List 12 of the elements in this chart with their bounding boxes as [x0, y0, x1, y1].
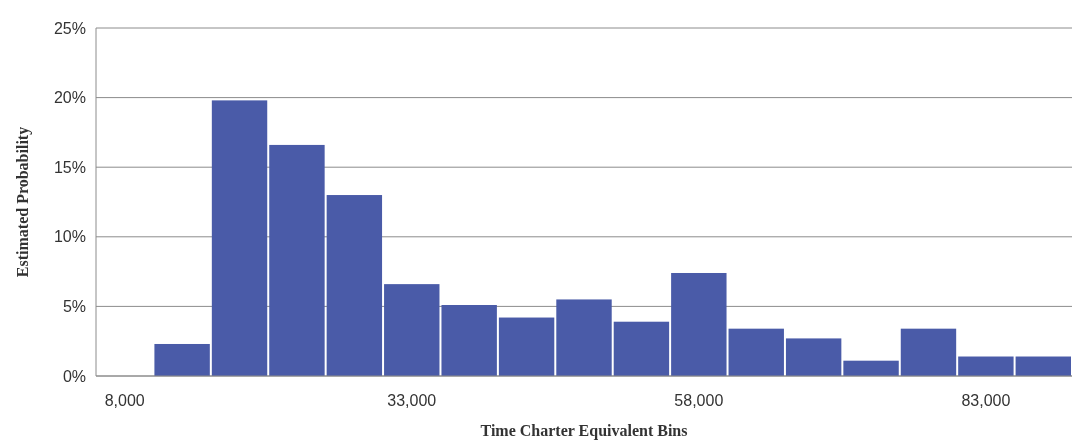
- x-tick-label: 33,000: [387, 392, 437, 409]
- y-tick-label: 20%: [53, 89, 86, 107]
- y-tick-label: 0%: [62, 367, 86, 385]
- y-tick-label: 25%: [53, 19, 86, 37]
- x-axis-title: Time Charter Equivalent Bins: [480, 422, 688, 440]
- x-tick-label: 58,000: [674, 392, 724, 409]
- y-tick-label: 10%: [53, 228, 86, 246]
- y-axis-title: Estimated Probability: [14, 126, 32, 278]
- y-tick-label: 15%: [53, 158, 86, 176]
- y-tick-label: 5%: [62, 298, 86, 315]
- x-tick-label: 83,000: [961, 392, 1011, 409]
- x-tick-label: 8,000: [104, 392, 145, 409]
